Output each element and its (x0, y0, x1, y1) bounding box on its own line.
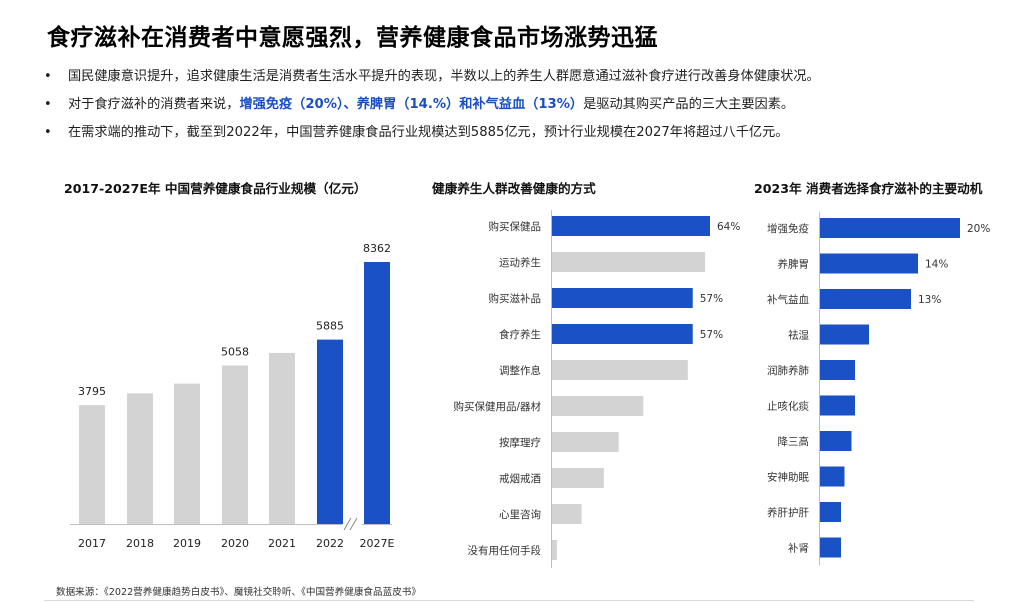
motives-bar-补肾 (820, 537, 841, 558)
motives-tick-label-增强免疫: 增强免疫 (767, 222, 809, 235)
axis-break-mark (343, 517, 352, 531)
motives-tick-label-润肺养肺: 润肺养肺 (767, 364, 809, 377)
motives-tick-label-祛湿: 祛湿 (788, 329, 809, 342)
methods-bar-戒烟戒酒 (552, 468, 604, 488)
motives-tick-label-安神助眠: 安神助眠 (767, 471, 809, 484)
methods-bar-购买保健品 (552, 216, 710, 236)
bullet-item-3: • 在需求端的推动下，截至到2022年，中国营养健康食品行业规模达到5885亿元… (44, 123, 1004, 151)
tick-label-2022: 2022 (316, 537, 344, 550)
motives-bar-增强免疫 (820, 218, 960, 238)
methods-tick-label-购买保健用品/器材: 购买保健用品/器材 (453, 400, 541, 413)
bar-2020 (222, 365, 248, 524)
methods-bar-购买保健用品/器材 (552, 396, 644, 416)
bullet-text: 是驱动其购买产品的三大主要因素。 (583, 97, 795, 112)
bullet-text: 对于食疗滋补的消费者来说， (68, 97, 240, 112)
bar-2021 (269, 352, 295, 524)
tick-label-2020: 2020 (221, 537, 249, 550)
methods-bar-运动养生 (552, 252, 706, 272)
methods-tick-label-调整作息: 调整作息 (499, 364, 541, 377)
chart-title-motivations: 2023年 消费者选择食疗滋补的主要动机 (754, 181, 983, 196)
bullet-highlight-text: 增强免疫（20%）、养脾胃（14.%）和补气益血（13%） (239, 97, 584, 112)
motives-bar-安神助眠 (820, 466, 845, 487)
methods-tick-label-心里咨询: 心里咨询 (499, 508, 541, 521)
motives-tick-label-养脾胃: 养脾胃 (778, 258, 810, 271)
motives-bar-润肺养肺 (820, 360, 855, 380)
motives-bar-祛湿 (820, 324, 869, 345)
motives-data-label-补气益血: 13% (918, 294, 941, 306)
motives-data-label-养脾胃: 14% (925, 259, 948, 271)
chart-title-market-size: 2017-2027E年 中国营养健康食品行业规模（亿元） (64, 181, 367, 196)
data-label-2027E: 8362 (363, 242, 391, 255)
methods-tick-label-食疗养生: 食疗养生 (499, 328, 541, 341)
source-note: 数据来源：《2022营养健康趋势白皮书》、魔镜社交聆听、《中国营养健康食品蓝皮书… (56, 587, 421, 598)
motives-bar-养脾胃 (820, 253, 918, 274)
methods-bar-心里咨询 (552, 504, 582, 524)
data-label-2020: 5058 (221, 346, 249, 359)
methods-data-label-购买滋补品: 57% (700, 293, 723, 305)
chart-title-health-methods: 健康养生人群改善健康的方式 (432, 181, 596, 196)
page-title: 食疗滋补在消费者中意愿强烈，营养健康食品市场涨势迅猛 (47, 25, 658, 51)
methods-tick-label-运动养生: 运动养生 (499, 256, 541, 269)
motives-tick-label-补气益血: 补气益血 (767, 293, 809, 306)
bullet-dot: • (44, 69, 52, 84)
methods-tick-label-按摩理疗: 按摩理疗 (499, 436, 541, 449)
bar-2017 (79, 405, 105, 524)
methods-data-label-购买保健品: 64% (717, 221, 740, 233)
bullet-dot: • (44, 125, 52, 140)
motives-data-label-增强免疫: 20% (967, 223, 990, 235)
methods-data-label-食疗养生: 57% (700, 329, 723, 341)
bar-2018 (127, 393, 153, 524)
motives-bar-补气益血 (820, 289, 911, 309)
methods-tick-label-购买滋补品: 购买滋补品 (489, 292, 542, 305)
tick-label-2021: 2021 (268, 537, 296, 550)
bar-2019 (174, 383, 200, 524)
motives-tick-label-止咳化痰: 止咳化痰 (767, 400, 809, 413)
methods-bar-没有用任何手段 (552, 540, 557, 560)
tick-label-2018: 2018 (126, 537, 154, 550)
motives-tick-label-养肝护肝: 养肝护肝 (767, 506, 809, 519)
tick-label-2019: 2019 (173, 537, 201, 550)
motives-tick-label-降三高: 降三高 (778, 435, 810, 448)
methods-bar-食疗养生 (552, 324, 693, 344)
bullet-text: 国民健康意识提升，追求健康生活是消费者生活水平提升的表现，半数以上的养生人群愿意… (68, 69, 820, 84)
axis-break-mark (349, 517, 358, 531)
bullet-item-2: • 对于食疗滋补的消费者来说，增强免疫（20%）、养脾胃（14.%）和补气益血（… (44, 95, 1004, 123)
bullet-list: • 国民健康意识提升，追求健康生活是消费者生活水平提升的表现，半数以上的养生人群… (44, 67, 1004, 151)
tick-label-2017: 2017 (78, 537, 106, 550)
data-label-2022: 5885 (316, 320, 344, 333)
bullet-text: 在需求端的推动下，截至到2022年，中国营养健康食品行业规模达到5885亿元，预… (68, 125, 789, 140)
methods-bar-购买滋补品 (552, 288, 693, 308)
motives-bar-降三高 (820, 431, 852, 451)
motives-tick-label-补肾: 补肾 (788, 542, 809, 555)
bullet-dot: • (44, 97, 52, 112)
motives-bar-止咳化痰 (820, 395, 855, 416)
methods-tick-label-购买保健品: 购买保健品 (489, 220, 542, 233)
tick-label-2027E: 2027E (360, 537, 395, 550)
methods-tick-label-没有用任何手段: 没有用任何手段 (468, 544, 542, 557)
motives-bar-养肝护肝 (820, 502, 841, 522)
data-label-2017: 3795 (78, 385, 106, 398)
methods-tick-label-戒烟戒酒: 戒烟戒酒 (499, 472, 541, 485)
bar-2027E (364, 262, 390, 524)
bar-2022 (317, 339, 343, 524)
methods-bar-按摩理疗 (552, 432, 619, 452)
methods-bar-调整作息 (552, 360, 688, 380)
bullet-item-1: • 国民健康意识提升，追求健康生活是消费者生活水平提升的表现，半数以上的养生人群… (44, 67, 1004, 95)
divider (44, 600, 974, 601)
